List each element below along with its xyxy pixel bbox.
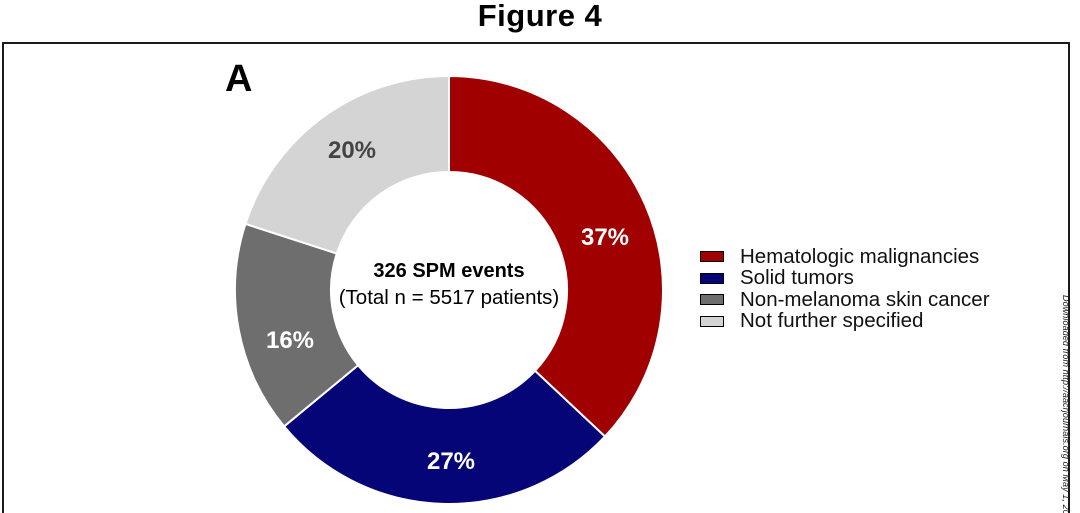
svg-text:20%: 20% xyxy=(328,137,376,164)
svg-text:27%: 27% xyxy=(427,448,475,475)
svg-text:37%: 37% xyxy=(581,224,629,251)
svg-text:16%: 16% xyxy=(266,327,314,354)
